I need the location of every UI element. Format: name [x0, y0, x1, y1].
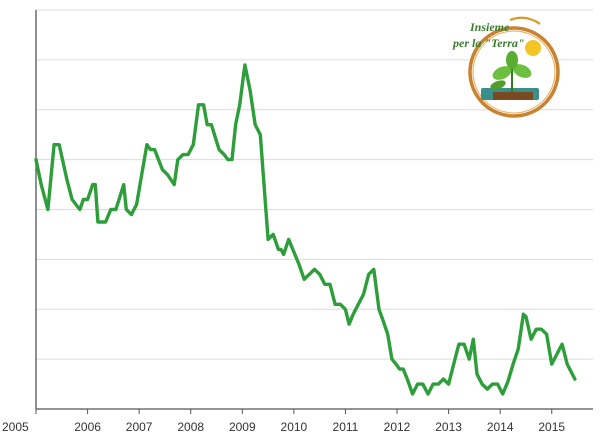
x-tick-label: 2005: [2, 420, 29, 434]
series-line: [34, 63, 577, 396]
x-tick-label: 2013: [435, 420, 462, 434]
soil-icon: [493, 92, 533, 100]
x-tick-label: 2006: [74, 420, 101, 434]
x-tick-label: 2014: [487, 420, 514, 434]
x-tick-label: 2015: [538, 420, 565, 434]
wheat-icon: [509, 16, 541, 25]
x-tick-label: 2009: [229, 420, 256, 434]
logo-text-line2: per la "Terra": [452, 36, 525, 50]
x-axis-ticks: 2005 2006 2007 2008 2009 2010 2011 2012 2013 2014…: [2, 409, 565, 434]
logo-ring-inner: [472, 30, 556, 114]
logo-text-line1: Insieme: [469, 20, 510, 34]
logo-badge: Insieme per la "Terra": [452, 16, 560, 118]
sun-icon: [525, 40, 541, 56]
x-tick-label: 2010: [281, 420, 308, 434]
x-tick-label: 2008: [177, 420, 204, 434]
x-tick-label: 2012: [384, 420, 411, 434]
plant-icon: [490, 51, 532, 92]
x-tick-label: 2011: [333, 420, 359, 434]
x-tick-label: 2007: [126, 420, 153, 434]
